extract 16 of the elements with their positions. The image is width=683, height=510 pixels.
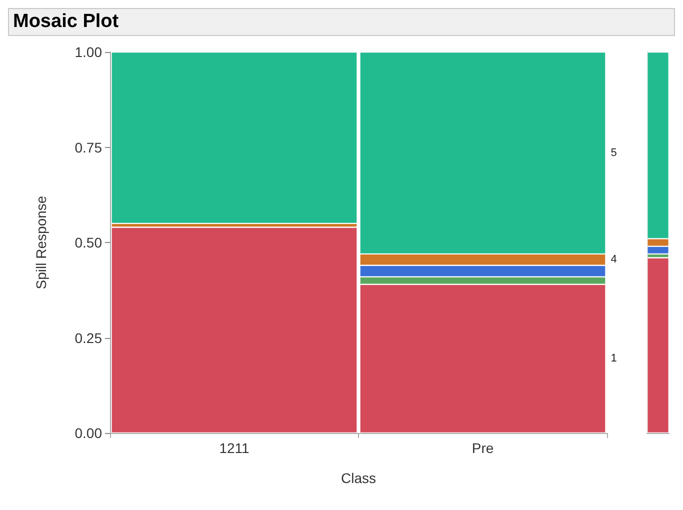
- y-tick-label: 1.00: [74, 44, 102, 60]
- y-tick-label: 0.25: [74, 330, 102, 346]
- x-axis-title: Class: [340, 470, 376, 486]
- bar: [111, 52, 358, 224]
- x-tick-label: 1211: [219, 440, 250, 456]
- chart-title: Mosaic Plot: [8, 8, 675, 36]
- x-tick-label: Pre: [472, 440, 494, 456]
- y-tick-label: 0.50: [74, 234, 102, 250]
- y-tick-label: 0.75: [74, 139, 102, 156]
- y-axis-title: Spill Response: [33, 196, 49, 290]
- bar: [647, 258, 669, 433]
- series-label: 4: [610, 254, 617, 266]
- series-label: 1: [610, 352, 617, 365]
- y-tick-label: 0.00: [74, 425, 102, 441]
- series-label: 5: [610, 146, 617, 159]
- bar: [111, 227, 358, 433]
